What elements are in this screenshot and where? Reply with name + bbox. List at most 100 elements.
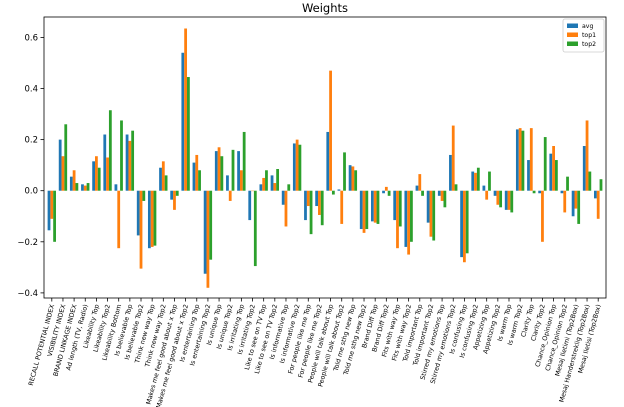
legend-label-top1: top1 <box>582 32 596 39</box>
bar-top1-43 <box>529 128 533 191</box>
bar-top1-7 <box>128 140 132 191</box>
bar-top1-10 <box>161 161 165 191</box>
bar-avg-2 <box>69 176 73 191</box>
bar-top2-36 <box>454 184 458 191</box>
bar-top2-26 <box>343 152 346 191</box>
bar-top1-35 <box>440 190 444 201</box>
bar-top1-40 <box>496 190 500 205</box>
bar-top2-48 <box>588 171 592 191</box>
bar-top1-31 <box>396 190 399 249</box>
plot-frame <box>43 16 607 299</box>
bar-top2-24 <box>320 190 324 226</box>
bar-avg-46 <box>560 190 564 194</box>
bar-top1-23 <box>306 190 310 207</box>
bar-top1-36 <box>451 125 455 191</box>
bar-avg-43 <box>527 160 530 191</box>
y-axis-ticks: −0.4 −0.2 0.0 0.2 0.4 0.6 <box>17 33 44 299</box>
bar-avg-0 <box>47 190 51 231</box>
bar-avg-41 <box>504 190 508 210</box>
bar-top2-25 <box>331 190 335 195</box>
bar-top1-25 <box>329 70 332 191</box>
bar-top1-17 <box>239 170 243 191</box>
bar-avg-36 <box>449 154 452 191</box>
bar-top1-9 <box>150 190 154 247</box>
bar-top1-42 <box>518 128 522 191</box>
bar-avg-27 <box>348 165 352 191</box>
bar-top1-41 <box>507 190 511 210</box>
bar-top1-4 <box>95 156 98 191</box>
bar-top2-30 <box>387 190 391 196</box>
bar-avg-13 <box>192 162 196 191</box>
bar-top2-21 <box>287 184 291 191</box>
bar-top2-47 <box>577 190 581 224</box>
bar-avg-16 <box>226 175 229 191</box>
y-tick-label: −0.2 <box>17 238 38 248</box>
bar-avg-3 <box>81 184 84 191</box>
bar-top1-46 <box>563 190 567 213</box>
bar-top2-9 <box>153 190 157 246</box>
bar-top1-32 <box>407 190 411 255</box>
bar-avg-19 <box>259 184 263 191</box>
bar-top1-16 <box>228 190 232 201</box>
bar-top2-34 <box>432 190 436 241</box>
bar-top1-1 <box>61 156 65 191</box>
bar-top1-30 <box>384 186 388 191</box>
legend-label-avg: avg <box>582 23 593 30</box>
bar-top2-15 <box>220 156 224 191</box>
bar-top2-19 <box>265 170 268 191</box>
bar-avg-34 <box>426 190 430 223</box>
bar-top1-37 <box>462 190 466 263</box>
bar-top1-13 <box>195 154 199 191</box>
bar-avg-49 <box>594 190 597 199</box>
bar-top2-6 <box>120 120 123 191</box>
bar-avg-44 <box>538 190 542 194</box>
bar-top1-8 <box>139 190 143 269</box>
bar-avg-14 <box>203 190 207 274</box>
bar-avg-22 <box>292 143 296 191</box>
bar-top1-11 <box>173 190 176 210</box>
bar-top2-28 <box>365 190 369 230</box>
bar-avg-5 <box>103 134 107 191</box>
bar-top2-38 <box>476 167 480 191</box>
legend-swatch-avg <box>567 23 578 28</box>
bar-top2-8 <box>142 190 146 201</box>
legend-swatch-top2 <box>567 41 578 46</box>
bar-top2-13 <box>198 170 201 191</box>
bar-top1-34 <box>429 190 433 237</box>
bar-avg-17 <box>237 151 240 191</box>
y-tick-label: 0.0 <box>24 187 38 197</box>
bar-top2-7 <box>131 130 135 191</box>
bar-top2-35 <box>443 190 447 208</box>
bar-avg-8 <box>136 190 140 236</box>
bar-top1-12 <box>184 28 188 191</box>
bar-top2-29 <box>376 190 380 224</box>
bar-top2-5 <box>108 110 112 191</box>
bar-top1-3 <box>83 185 87 191</box>
legend-swatch-top1 <box>567 32 578 37</box>
bar-top2-27 <box>354 170 358 191</box>
bar-top1-6 <box>117 190 121 249</box>
y-tick-label: 0.6 <box>24 33 38 43</box>
bar-top2-1 <box>64 124 68 191</box>
bar-top2-44 <box>543 137 547 191</box>
bar-top2-32 <box>410 190 413 242</box>
bar-top1-45 <box>552 146 555 191</box>
bar-top2-20 <box>276 169 280 191</box>
bar-top1-27 <box>351 166 355 191</box>
bar-avg-9 <box>147 190 151 249</box>
bar-top2-31 <box>398 190 402 227</box>
bar-avg-38 <box>471 171 475 191</box>
legend-label-top2: top2 <box>582 41 596 48</box>
bar-top2-46 <box>566 176 569 191</box>
bar-top1-2 <box>72 170 76 191</box>
bar-top1-26 <box>340 190 344 224</box>
bar-top2-0 <box>53 190 56 242</box>
bar-top2-22 <box>298 144 302 191</box>
bar-top1-5 <box>106 157 109 191</box>
bar-top2-3 <box>86 183 90 191</box>
bar-avg-11 <box>170 190 174 200</box>
bar-top1-38 <box>474 172 477 191</box>
bar-top2-17 <box>242 131 246 191</box>
bar-top1-28 <box>362 190 366 233</box>
